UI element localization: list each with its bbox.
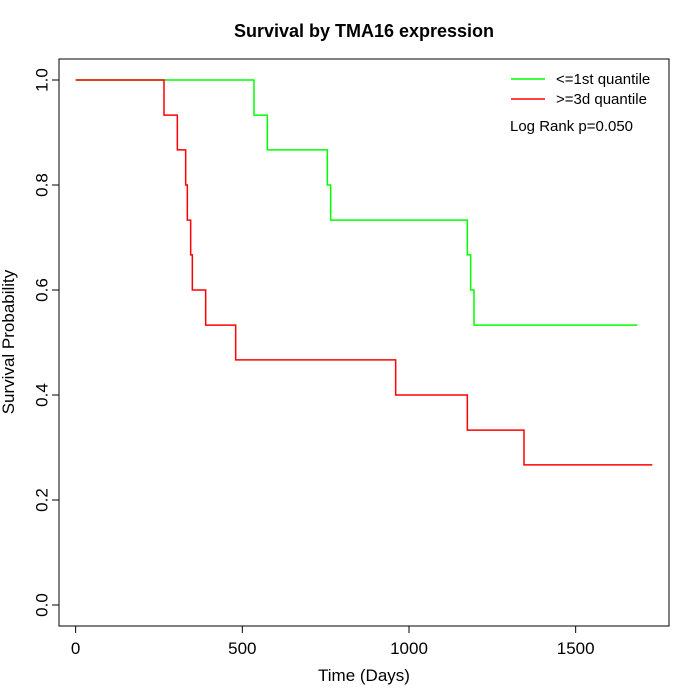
series-line-1 (75, 79, 638, 326)
series-layer (75, 79, 653, 466)
y-tick-label: 1.0 (32, 68, 51, 92)
y-axis: 0.0 0.2 0.4 0.6 0.8 1.0 (32, 68, 60, 617)
y-tick-label: 0.2 (32, 488, 51, 512)
log-rank-annotation: Log Rank p=0.050 (510, 118, 633, 135)
y-tick-label: 0.4 (32, 383, 51, 407)
y-tick-label: 0.0 (32, 593, 51, 617)
y-axis-label: Survival Probability (0, 269, 18, 414)
legend-label-1: <=1st quantile (556, 71, 650, 88)
legend-label-2: >=3d quantile (556, 91, 647, 108)
x-axis-label: Time (Days) (318, 666, 410, 685)
x-tick-label: 500 (228, 639, 256, 658)
y-tick-label: 0.6 (32, 278, 51, 302)
x-tick-label: 1000 (390, 639, 428, 658)
x-tick-label: 0 (71, 639, 80, 658)
chart-title: Survival by TMA16 expression (234, 21, 494, 41)
x-axis: 0 500 1000 1500 (71, 625, 595, 658)
plot-frame (58, 58, 670, 627)
series-line-2 (75, 79, 653, 466)
x-tick-label: 1500 (557, 639, 595, 658)
legend: <=1st quantile >=3d quantile (511, 71, 650, 108)
y-tick-label: 0.8 (32, 173, 51, 197)
